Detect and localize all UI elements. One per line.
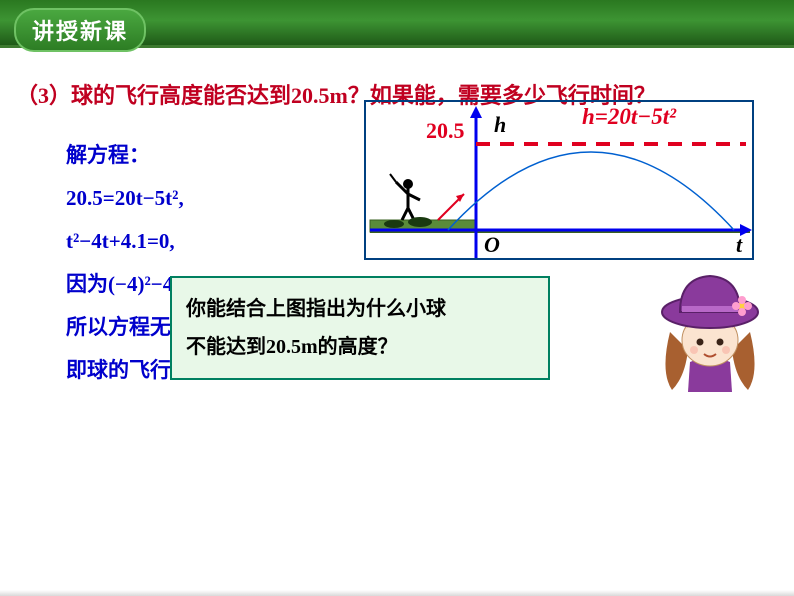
trajectory-chart: h t O 20.5 h=20t−5t²: [364, 100, 754, 260]
prompt-line-2: 不能达到20.5m的高度？: [186, 328, 534, 366]
chart-svg: h t O 20.5 h=20t−5t²: [366, 102, 756, 262]
y-axis-label: h: [494, 112, 506, 137]
x-axis-label: t: [736, 232, 743, 257]
target-value-label: 20.5: [426, 118, 465, 143]
origin-label: O: [484, 232, 500, 257]
equation-label: h=20t−5t²: [582, 104, 677, 129]
lesson-title: 讲授新课: [32, 19, 128, 44]
header-bar: 讲授新课: [0, 0, 794, 48]
parabola-curve: [448, 152, 734, 230]
prompt-box: 你能结合上图指出为什么小球 不能达到20.5m的高度？: [170, 276, 550, 380]
cartoon-girl-icon: [650, 262, 770, 392]
content-area: （3）球的飞行高度能否达到20.5m？如果能，需要多少飞行时间？ 解方程： 20…: [0, 48, 794, 392]
y-axis-arrow: [470, 106, 482, 118]
prompt-line-1: 你能结合上图指出为什么小球: [186, 290, 534, 328]
lesson-title-pill: 讲授新课: [14, 8, 146, 52]
bottom-shadow: [0, 590, 794, 596]
